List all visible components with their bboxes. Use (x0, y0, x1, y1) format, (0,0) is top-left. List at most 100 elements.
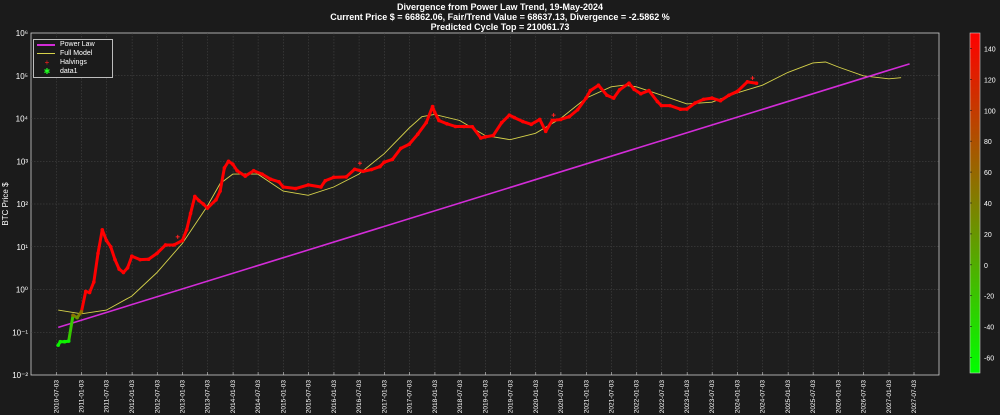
price-point (222, 166, 227, 170)
price-segment (281, 185, 298, 191)
x-tick-label: 2020-07-03 (558, 380, 565, 414)
price-point (323, 178, 328, 183)
price-segment (185, 211, 193, 232)
price-point (146, 257, 151, 262)
price-point (184, 227, 189, 232)
price-point (399, 146, 403, 151)
x-tick-label: 2023-07-03 (709, 380, 716, 414)
price-segment (567, 108, 580, 119)
x-tick-label: 2020-01-03 (533, 380, 540, 414)
price-point (655, 99, 660, 104)
y-tick-label: 10² (16, 200, 28, 209)
price-point (462, 124, 466, 129)
price-point (668, 103, 672, 108)
x-tick-label: 2024-01-03 (735, 380, 742, 414)
price-segment (100, 228, 108, 243)
price-point (277, 180, 281, 184)
price-point (369, 167, 374, 172)
legend: Power Law Full Model + Halvings ✱ data1 (33, 39, 113, 78)
y-axis-ticks: 10⁶ 10⁵ 10⁴ 10³ 10² 10¹ 10⁰ 10⁻¹ 10⁻² (12, 29, 28, 380)
price-segment (647, 89, 659, 103)
price-point (352, 167, 357, 172)
price-point (512, 115, 517, 120)
price-segment (416, 121, 428, 136)
x-tick-label: 2017-07-03 (407, 380, 414, 414)
price-point (685, 107, 689, 111)
price-point (558, 117, 563, 122)
price-point (231, 162, 235, 167)
price-segment (576, 96, 588, 112)
price-point (611, 96, 616, 100)
y-tick-label: 10¹ (16, 243, 28, 252)
price-point (499, 120, 504, 125)
price-point (693, 101, 697, 105)
price-point (735, 89, 740, 94)
price-point (529, 122, 534, 127)
colorbar-tick-label: 60 (984, 170, 992, 177)
chart-subtitle-cycle-top: Predicted Cycle Top = 210061.73 (430, 22, 570, 32)
power-law-swatch (37, 44, 55, 46)
halving-marker (750, 76, 755, 81)
price-point (745, 80, 750, 84)
price-point (193, 194, 197, 199)
halvings-series (175, 76, 755, 239)
price-segment (424, 105, 435, 125)
legend-label: Full Model (60, 50, 93, 57)
price-segment (126, 254, 134, 270)
x-tick-label: 2012-01-03 (129, 380, 136, 414)
price-point (201, 202, 206, 206)
price-point (432, 110, 437, 115)
price-point (104, 238, 109, 243)
price-point (588, 88, 593, 93)
price-point (96, 251, 100, 256)
price-point (424, 120, 429, 125)
y-tick-label: 10⁰ (16, 286, 28, 295)
price-point (75, 315, 79, 320)
price-point (647, 88, 651, 93)
price-segment (155, 243, 168, 255)
price-point (56, 343, 61, 347)
price-point (180, 238, 185, 243)
x-tick-label: 2015-01-03 (281, 380, 288, 414)
chart-subtitle-stats: Current Price $ = 66862.06, Fair/Trend V… (330, 12, 670, 22)
price-point (79, 310, 84, 314)
legend-item-power-law: Power Law (34, 40, 112, 49)
colorbar-tick-label: -20 (984, 294, 994, 301)
price-segment (294, 183, 310, 191)
price-segment (67, 313, 75, 343)
price-segment (79, 289, 88, 314)
x-tick-label: 2022-01-03 (634, 380, 641, 414)
price-point (638, 91, 643, 96)
price-point (627, 81, 631, 85)
halving-marker (357, 161, 362, 166)
price-segment (735, 80, 749, 93)
y-tick-label: 10⁵ (16, 72, 28, 81)
price-point (361, 169, 365, 174)
price-segment (668, 104, 682, 111)
price-segment (205, 198, 218, 210)
price-point (567, 114, 571, 119)
price-point (163, 243, 168, 247)
x-tick-label: 2012-07-03 (154, 380, 161, 414)
legend-item-data1: ✱ data1 (34, 67, 112, 76)
x-tick-label: 2015-07-03 (306, 380, 313, 414)
halving-marker (551, 113, 556, 118)
price-point (319, 185, 323, 189)
price-point (390, 157, 395, 162)
grid-lines (31, 33, 939, 375)
price-point (155, 251, 159, 256)
price-point (445, 122, 449, 126)
price-point (87, 290, 92, 295)
price-point (478, 136, 483, 140)
x-tick-label: 2014-01-03 (230, 380, 237, 414)
x-tick-label: 2026-01-03 (836, 380, 843, 414)
x-tick-label: 2018-01-03 (432, 380, 439, 414)
price-segment (596, 83, 609, 97)
price-point (71, 313, 75, 318)
x-tick-label: 2010-07-03 (53, 380, 60, 414)
colorbar-tick-label: -40 (984, 325, 994, 332)
x-tick-label: 2021-07-03 (608, 380, 615, 414)
x-tick-label: 2026-07-03 (861, 380, 868, 414)
price-point (331, 175, 336, 180)
price-segment (344, 167, 357, 179)
